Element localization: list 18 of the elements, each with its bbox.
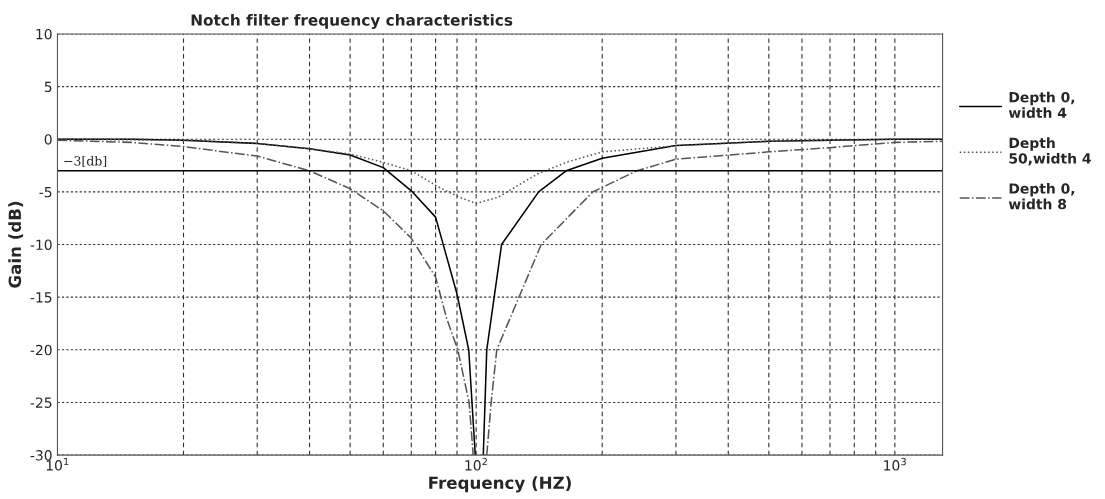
y-tick-label: -10: [30, 239, 52, 250]
x-tick-label: 10$^{3}$: [884, 457, 906, 471]
y-tick-label: 10: [36, 28, 52, 40]
y-tick-label: -15: [30, 292, 52, 303]
x-tick-label: 10$^{2}$: [465, 457, 487, 471]
y-tick-label: 0: [44, 134, 52, 145]
y-tick-label: 5: [44, 81, 52, 93]
y-axis-title: Gain (dB): [8, 201, 24, 288]
legend-label: Depth 50,width 4: [1009, 137, 1091, 166]
y-tick-label: -20: [30, 344, 52, 356]
chart-title: Notch filter frequency characteristics: [191, 13, 513, 29]
x-axis-title: Frequency (HZ): [429, 476, 571, 493]
ref-line-label: −3[db]: [64, 155, 107, 168]
legend-label: Depth 0, width 4: [1008, 91, 1075, 118]
y-tick-label: -5: [39, 187, 52, 198]
legend-label: Depth 0, width 8: [1008, 183, 1075, 210]
y-tick-label: -30: [30, 450, 52, 461]
y-tick-label: -25: [30, 397, 52, 408]
